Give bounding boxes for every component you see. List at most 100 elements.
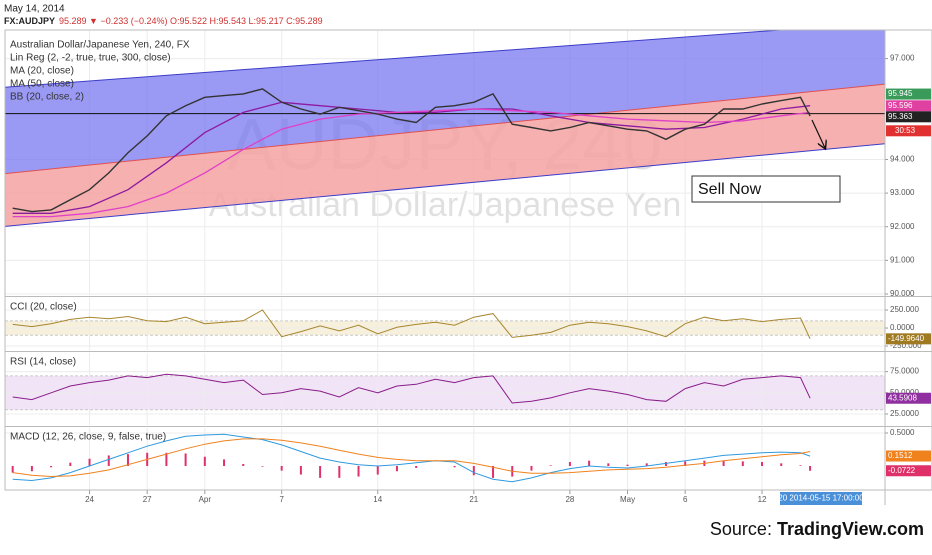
legend-entry: MA (50, close) bbox=[10, 79, 74, 90]
x-tick-label: 27 bbox=[143, 495, 152, 504]
y-tick-label: 92.000 bbox=[890, 222, 915, 231]
last-value-label: 95.945 bbox=[888, 89, 913, 98]
histogram-bar bbox=[69, 462, 72, 466]
arrow bbox=[811, 119, 825, 148]
histogram-bar bbox=[684, 461, 687, 466]
histogram-bar bbox=[568, 462, 571, 466]
legend-entry: Lin Reg (2, -2, true, true, 300, close) bbox=[10, 53, 171, 64]
crosshair-box bbox=[780, 492, 862, 505]
histogram-bar bbox=[50, 465, 53, 468]
y-tick-label: 50.0000 bbox=[890, 388, 919, 397]
last-value-label: 0.1512 bbox=[888, 451, 913, 460]
histogram-bar bbox=[88, 458, 91, 466]
legend-entry: Australian Dollar/Japanese Yen, 240, FX bbox=[10, 40, 190, 51]
channel-upper-area bbox=[5, 30, 885, 174]
histogram-bar bbox=[588, 460, 591, 466]
y-tick-label: 0.5000 bbox=[890, 428, 915, 437]
histogram-bar bbox=[761, 462, 764, 466]
annotation-box bbox=[691, 175, 841, 203]
moving-average bbox=[12, 108, 811, 218]
pane-title: MACD (12, 26, close, 9, false, true) bbox=[10, 432, 166, 443]
frame bbox=[4, 29, 932, 491]
last-value-label: 95.596 bbox=[888, 101, 913, 110]
last-value-box bbox=[886, 333, 931, 345]
histogram-bar bbox=[299, 465, 302, 475]
histogram-bar bbox=[607, 463, 610, 466]
histogram-bar bbox=[242, 464, 245, 466]
x-tick-label: 24 bbox=[85, 495, 94, 504]
pane bbox=[5, 428, 885, 490]
histogram-bar bbox=[395, 465, 398, 472]
last-value-box bbox=[886, 465, 931, 477]
histogram-bar bbox=[549, 465, 552, 466]
pane-title: CCI (20, close) bbox=[10, 302, 77, 313]
source: Source: TradingView.com bbox=[710, 519, 924, 539]
histogram-bar bbox=[799, 465, 802, 466]
last-value-label: 43.5908 bbox=[888, 393, 917, 402]
last-value-box bbox=[886, 392, 931, 404]
channel-middle bbox=[5, 83, 885, 175]
histogram-bar bbox=[472, 465, 475, 476]
pane bbox=[5, 30, 885, 295]
channel-lower bbox=[5, 143, 885, 227]
legend-entry: BB (20, close, 2) bbox=[10, 92, 84, 103]
histogram-bar bbox=[809, 465, 812, 471]
series-line bbox=[12, 88, 811, 213]
x-tick-label: 7 bbox=[279, 495, 284, 504]
x-tick-label: Apr bbox=[199, 495, 212, 504]
histogram-bar bbox=[626, 464, 629, 466]
last-value-box bbox=[886, 88, 931, 100]
last-value-label: -149.9640 bbox=[888, 334, 925, 343]
y-tick-label: 25.0000 bbox=[890, 409, 919, 418]
histogram-bar bbox=[107, 455, 110, 466]
pane bbox=[5, 353, 885, 425]
series-line bbox=[12, 373, 811, 404]
histogram-bar bbox=[184, 453, 187, 466]
y-tick-label: 93.000 bbox=[890, 188, 915, 197]
histogram-bar bbox=[319, 465, 322, 478]
y-tick-label: 75.0000 bbox=[890, 367, 919, 376]
y-tick-label: 0.0000 bbox=[890, 323, 915, 332]
histogram-bar bbox=[203, 456, 206, 466]
histogram-bar bbox=[664, 462, 667, 466]
y-tick-label: 91.000 bbox=[890, 255, 915, 264]
histogram-bar bbox=[741, 461, 744, 466]
series-line bbox=[12, 433, 811, 483]
histogram-bar bbox=[126, 454, 129, 466]
histogram-bar bbox=[415, 465, 418, 468]
source-prefix: Source: bbox=[710, 519, 777, 539]
histogram-bar bbox=[261, 465, 264, 467]
series-line bbox=[12, 309, 811, 340]
x-tick-label: 12 bbox=[758, 495, 767, 504]
histogram-bar bbox=[280, 465, 283, 471]
y-tick-label: 97.000 bbox=[890, 54, 915, 63]
last-value-label: -0.0722 bbox=[888, 466, 916, 475]
histogram-bar bbox=[722, 460, 725, 466]
pane bbox=[5, 298, 885, 350]
x-tick-label: 21 bbox=[469, 495, 478, 504]
last-value-box bbox=[886, 100, 931, 112]
quote-line: FX:AUDJPY 95.289 ▼ −0.233 (−0.24%) O:95.5… bbox=[4, 16, 323, 26]
y-tick-label: 90.000 bbox=[890, 289, 915, 298]
y-tick-label: 250.000 bbox=[890, 305, 919, 314]
histogram-bar bbox=[376, 465, 379, 475]
x-tick-label: 28 bbox=[565, 495, 574, 504]
histogram-bar bbox=[645, 463, 648, 466]
symbol: FX:AUDJPY bbox=[4, 16, 55, 26]
quote: 95.289 ▼ −0.233 (−0.24%) O:95.522 H:95.5… bbox=[59, 16, 323, 26]
histogram-bar bbox=[338, 465, 341, 478]
histogram-bar bbox=[492, 465, 495, 478]
histogram-bar bbox=[357, 465, 360, 477]
moving-average bbox=[12, 101, 811, 214]
series-line bbox=[12, 438, 811, 478]
histogram-bar bbox=[11, 465, 14, 473]
histogram-bar bbox=[453, 465, 456, 468]
annotation: Sell Now bbox=[698, 181, 762, 198]
countdown: 30:53 bbox=[895, 126, 916, 135]
histogram-bar bbox=[780, 463, 783, 466]
y-tick-label: -250.000 bbox=[890, 341, 922, 350]
last-value-box bbox=[886, 450, 931, 462]
histogram-bar bbox=[165, 452, 168, 466]
x-tick-label: May bbox=[620, 495, 635, 504]
